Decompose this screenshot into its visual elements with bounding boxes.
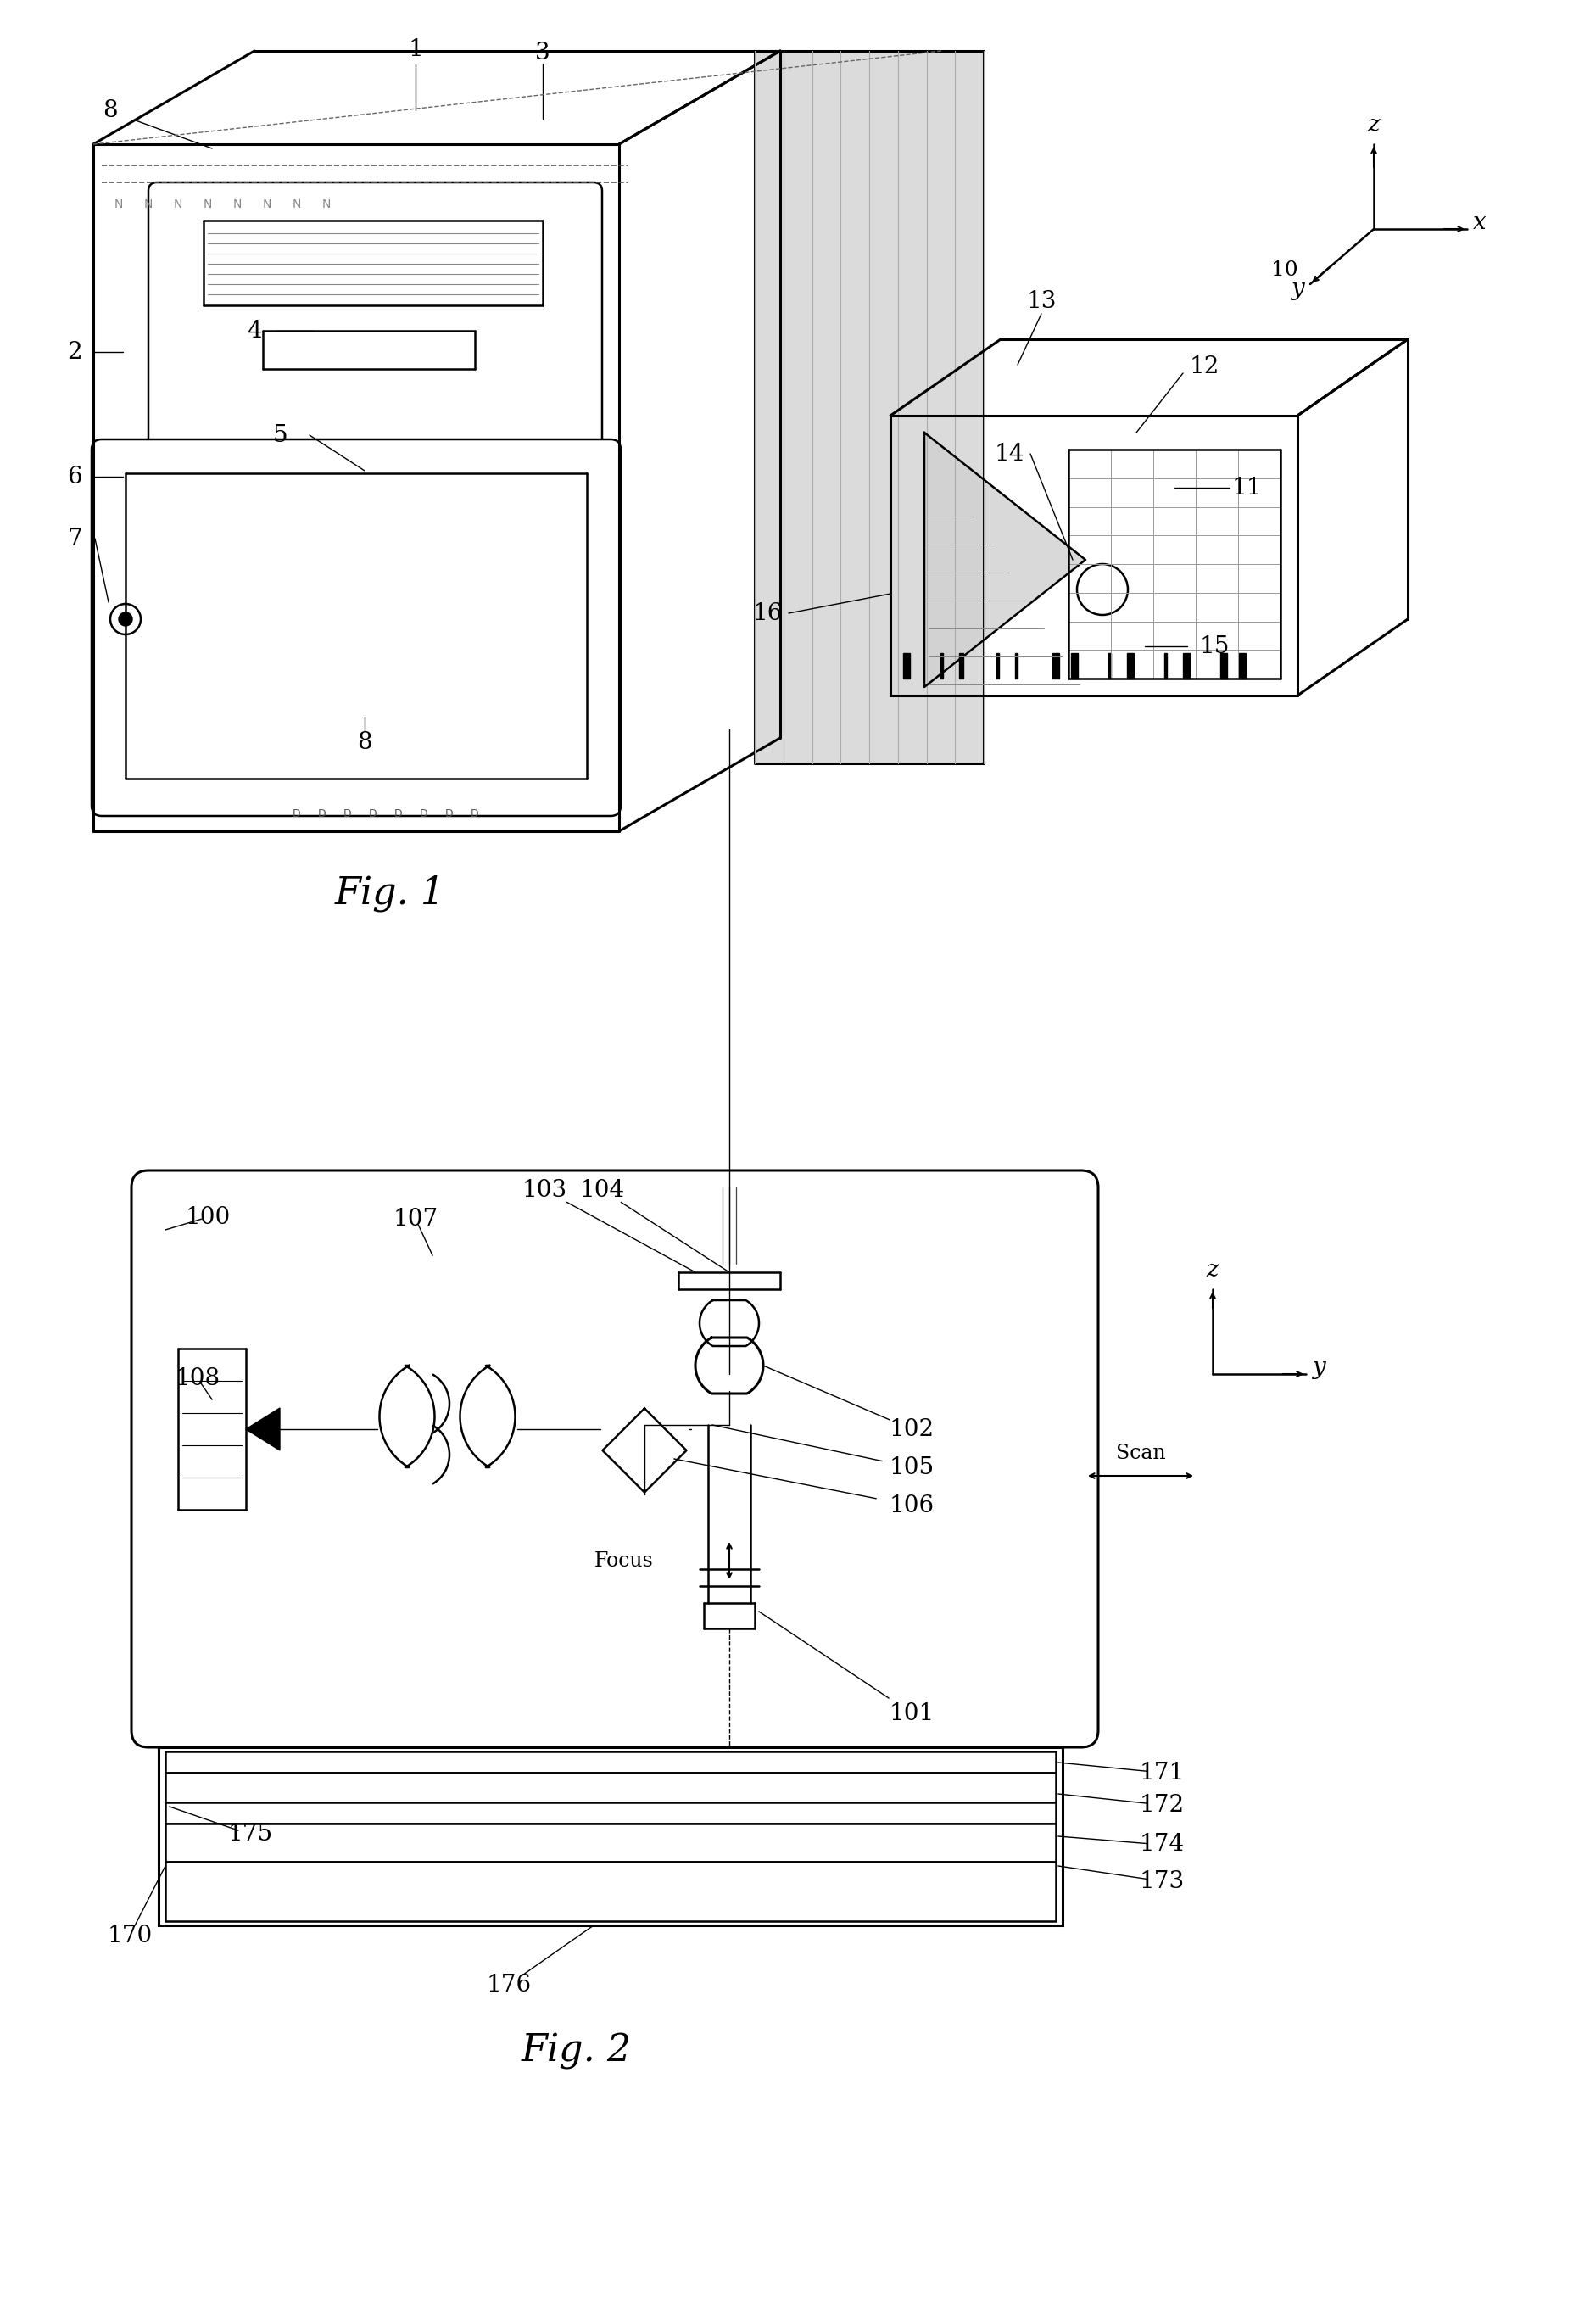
Text: D: D [344, 809, 352, 820]
Text: 2: 2 [68, 342, 82, 363]
Text: D: D [292, 809, 302, 820]
Bar [166, 1773, 1056, 1803]
Polygon shape [1240, 653, 1246, 679]
Text: D: D [471, 809, 478, 820]
Text: z: z [1367, 114, 1380, 137]
Polygon shape [1164, 653, 1167, 679]
Text: 15: 15 [1200, 634, 1230, 658]
Text: D: D [420, 809, 428, 820]
Polygon shape [996, 653, 1003, 679]
Text: 107: 107 [393, 1208, 437, 1229]
Text: N: N [322, 198, 332, 211]
Polygon shape [1052, 653, 1055, 679]
Text: D: D [369, 809, 377, 820]
Text: D: D [317, 809, 327, 820]
Polygon shape [941, 653, 944, 679]
Text: D: D [395, 809, 403, 820]
Text: Focus: Focus [594, 1550, 654, 1571]
Polygon shape [755, 51, 984, 762]
Text: Fig. 2: Fig. 2 [521, 2034, 632, 2068]
Text: 108: 108 [175, 1367, 219, 1390]
Bar [158, 1748, 1063, 1924]
Text: 8: 8 [357, 730, 373, 753]
Text: 6: 6 [68, 465, 82, 488]
Text: 4: 4 [246, 318, 262, 342]
Text: y: y [1292, 277, 1304, 300]
Polygon shape [1071, 653, 1078, 679]
Text: Scan: Scan [1116, 1443, 1165, 1464]
Text: 173: 173 [1140, 1871, 1184, 1892]
Text: 100: 100 [185, 1206, 231, 1229]
Bar [166, 1824, 1056, 1862]
Text: Fig. 1: Fig. 1 [335, 874, 445, 911]
Text: 16: 16 [753, 602, 783, 625]
Text: 5: 5 [272, 423, 287, 446]
Polygon shape [1127, 653, 1131, 679]
Text: 8: 8 [103, 100, 118, 121]
Polygon shape [903, 653, 908, 679]
Text: N: N [144, 198, 153, 211]
Text: N: N [174, 198, 183, 211]
Text: 102: 102 [889, 1418, 935, 1441]
Polygon shape [246, 1408, 279, 1450]
Text: N: N [262, 198, 272, 211]
Text: 171: 171 [1138, 1762, 1184, 1785]
Polygon shape [1108, 653, 1115, 679]
Text: 10: 10 [1271, 260, 1298, 279]
Text: 175: 175 [227, 1822, 273, 1845]
Bar [166, 1803, 1056, 1824]
Text: 11: 11 [1232, 476, 1262, 500]
Polygon shape [1183, 653, 1187, 679]
Bar [166, 1862, 1056, 1922]
Bar [166, 1752, 1056, 1773]
Text: 176: 176 [486, 1973, 531, 1996]
Text: 101: 101 [889, 1701, 935, 1724]
Text: 172: 172 [1140, 1794, 1184, 1817]
Text: x: x [1473, 211, 1486, 235]
FancyBboxPatch shape [148, 181, 602, 449]
Text: z: z [1206, 1260, 1219, 1281]
Polygon shape [958, 653, 962, 679]
FancyBboxPatch shape [92, 439, 621, 816]
Text: 104: 104 [579, 1178, 625, 1202]
Text: y: y [1312, 1357, 1325, 1378]
Circle shape [118, 614, 133, 625]
Text: D: D [445, 809, 453, 820]
Text: 13: 13 [1026, 290, 1056, 311]
FancyBboxPatch shape [131, 1171, 1097, 1748]
Polygon shape [1015, 653, 1017, 679]
Polygon shape [1221, 653, 1227, 679]
Text: 3: 3 [535, 42, 549, 65]
Text: N: N [292, 198, 302, 211]
Text: N: N [114, 198, 123, 211]
Text: 7: 7 [66, 528, 82, 551]
Text: 105: 105 [889, 1455, 935, 1478]
Text: 106: 106 [889, 1494, 935, 1518]
Text: 103: 103 [523, 1178, 567, 1202]
Text: 174: 174 [1140, 1834, 1184, 1857]
Text: N: N [204, 198, 212, 211]
Text: 170: 170 [107, 1924, 152, 1948]
Text: 12: 12 [1189, 356, 1219, 379]
Text: N: N [234, 198, 242, 211]
Polygon shape [924, 432, 1085, 688]
Text: 1: 1 [407, 37, 423, 60]
Text: 14: 14 [995, 442, 1025, 465]
